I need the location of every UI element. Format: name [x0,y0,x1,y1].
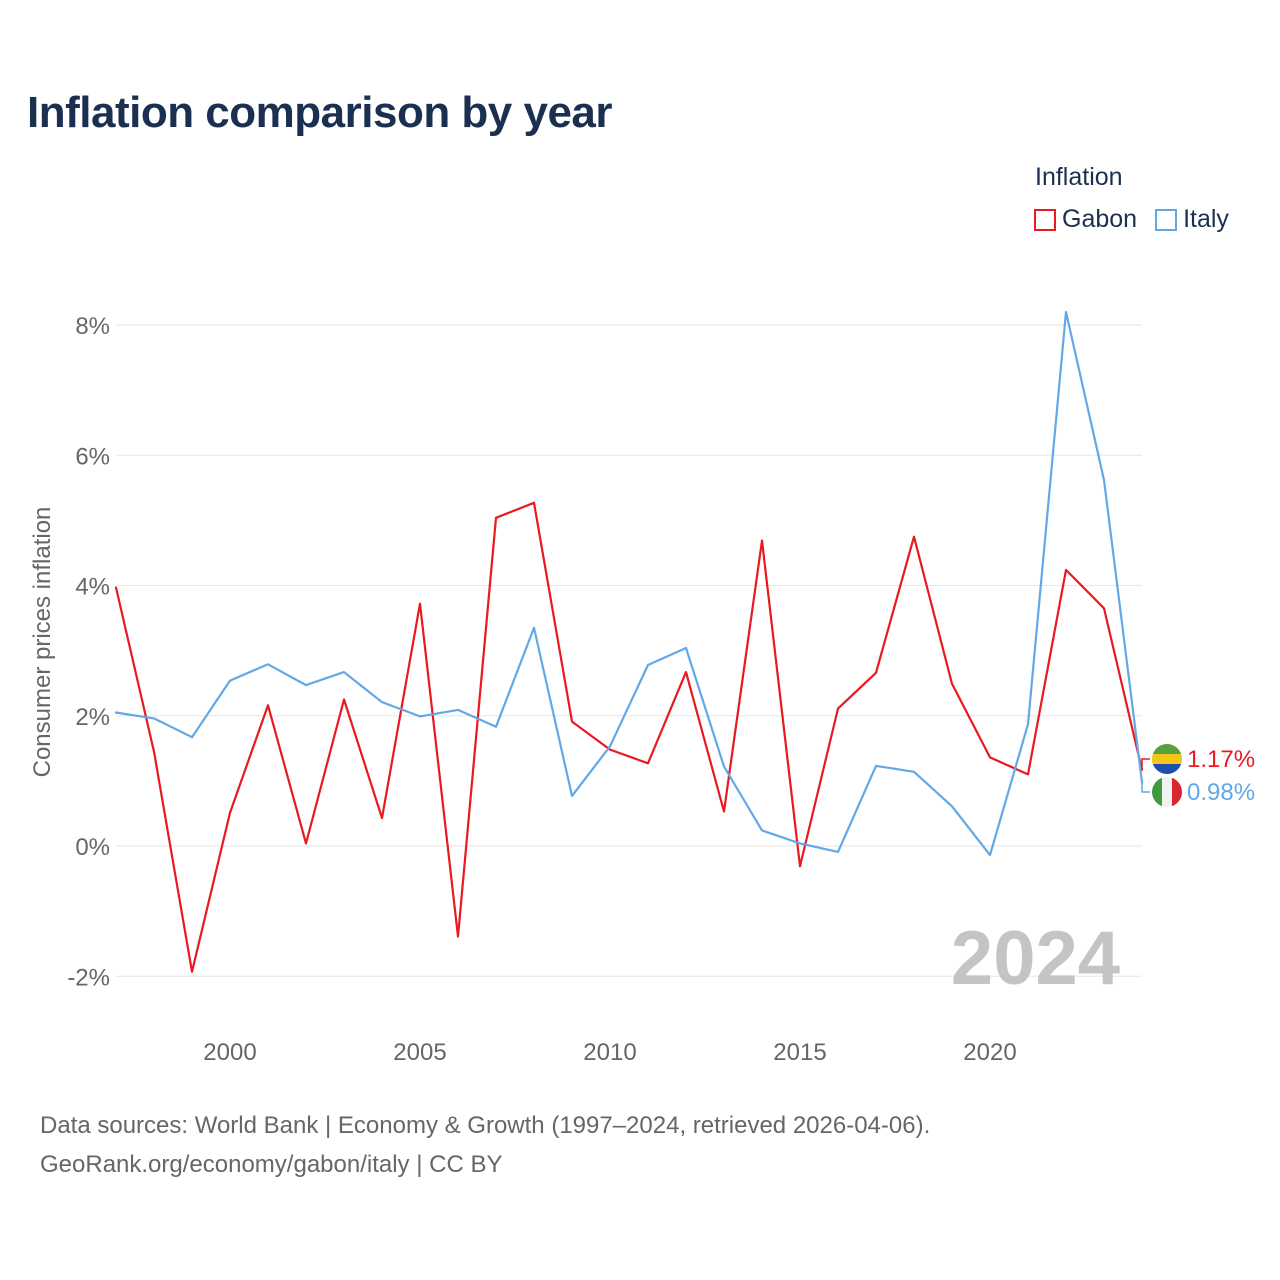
y-tick-label: -2% [67,964,110,991]
end-value-gabon: 1.17% [1187,746,1255,773]
watermark-year: 2024 [951,916,1120,1001]
y-tick-label: 6% [75,443,110,470]
legend-swatch-italy [1155,208,1178,231]
footer: Data sources: World Bank | Economy & Gro… [40,1106,930,1184]
line-chart: -2%0%2%4%6%8% 2000 2005 2010 2015 2020 2024 … [29,310,1255,1066]
x-tick-label: 2015 [773,1039,826,1066]
series-lines [114,310,1144,973]
legend-title: Inflation [1035,163,1123,191]
x-tick-label: 2005 [393,1039,446,1066]
end-label-connector [1141,758,1150,770]
end-label-gabon: 1.17% [1141,744,1255,774]
y-axis-label: Consumer prices inflation [29,507,56,778]
x-tick-label: 2010 [583,1039,636,1066]
x-tick-label: 2000 [203,1039,256,1066]
legend-swatch-gabon [1034,208,1056,231]
x-tick-label: 2020 [963,1039,1016,1066]
italy-flag-icon [1152,777,1182,807]
y-axis-ticks: -2% 0% 2% 4% 6% 8% [67,313,110,991]
y-tick-label: 0% [75,834,110,861]
chart-title: Inflation comparison by year [27,88,613,137]
y-tick-label: 8% [75,313,110,340]
gabon-flag-icon [1152,744,1182,774]
y-tick-label: 2% [75,704,110,731]
series-line-italy[interactable] [114,310,1144,857]
legend-item-gabon[interactable]: Gabon [1034,205,1137,234]
series-line-gabon[interactable] [114,501,1144,973]
end-value-italy: 0.98% [1187,779,1255,806]
legend-label-italy: Italy [1183,205,1229,233]
end-labels: 1.17% 0.98% [1141,744,1255,807]
source-link[interactable]: GeoRank.org/economy/gabon/italy | CC BY [40,1151,503,1178]
x-axis-ticks: 2000 2005 2010 2015 2020 [203,1039,1016,1066]
legend-label-gabon: Gabon [1062,205,1138,233]
data-source-note: Data sources: World Bank | Economy & Gro… [40,1112,931,1139]
legend: Gabon Italy [1034,205,1229,234]
y-tick-label: 4% [75,574,110,601]
end-label-connector [1141,782,1150,793]
gridlines [116,324,1142,977]
legend-item-italy[interactable]: Italy [1155,205,1229,234]
end-label-italy: 0.98% [1141,777,1255,807]
